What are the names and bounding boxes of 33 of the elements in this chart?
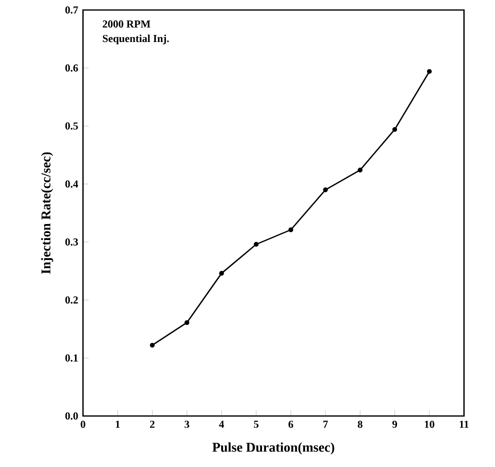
x-tick-label: 5: [254, 420, 258, 428]
y-tick-label: 0.6: [65, 64, 78, 72]
y-tick-label: 0.5: [65, 122, 78, 130]
x-tick-label: 0: [80, 420, 86, 428]
x-tick-label: 1: [116, 420, 120, 428]
point: [150, 342, 155, 348]
y-tick-label: 0.0: [65, 412, 78, 420]
point: [392, 127, 398, 132]
y-tick-label: 0.2: [65, 296, 78, 304]
annotation: 2000 RPM: [102, 20, 150, 28]
x-tick-label: 8: [358, 420, 362, 428]
x-tick-label: 6: [288, 420, 294, 428]
y-tick-label: 0.3: [65, 238, 78, 246]
point: [184, 320, 190, 326]
y-axis-title: Injection Rate(cc/sec): [41, 152, 54, 274]
x-tick-label: 11: [460, 420, 469, 428]
point: [219, 270, 224, 276]
y-tick-label: 0.7: [65, 6, 78, 14]
annotation: Sequential Inj.: [102, 34, 169, 44]
point: [358, 168, 362, 172]
x-tick-label: 9: [392, 420, 398, 428]
x-axis-title: Pulse Duration(msec): [212, 442, 334, 454]
x-tick-label: 3: [184, 420, 190, 428]
y-tick-label: 0.4: [65, 180, 78, 188]
y-tick-label: 0.1: [65, 354, 78, 362]
x-tick-label: 4: [219, 420, 224, 428]
x-tick-label: 10: [424, 420, 434, 428]
point: [426, 69, 432, 74]
point: [288, 227, 294, 232]
x-tick-label: 2: [150, 420, 154, 428]
x-tick-label: 7: [323, 420, 328, 428]
point: [323, 187, 328, 192]
point: [254, 242, 259, 247]
